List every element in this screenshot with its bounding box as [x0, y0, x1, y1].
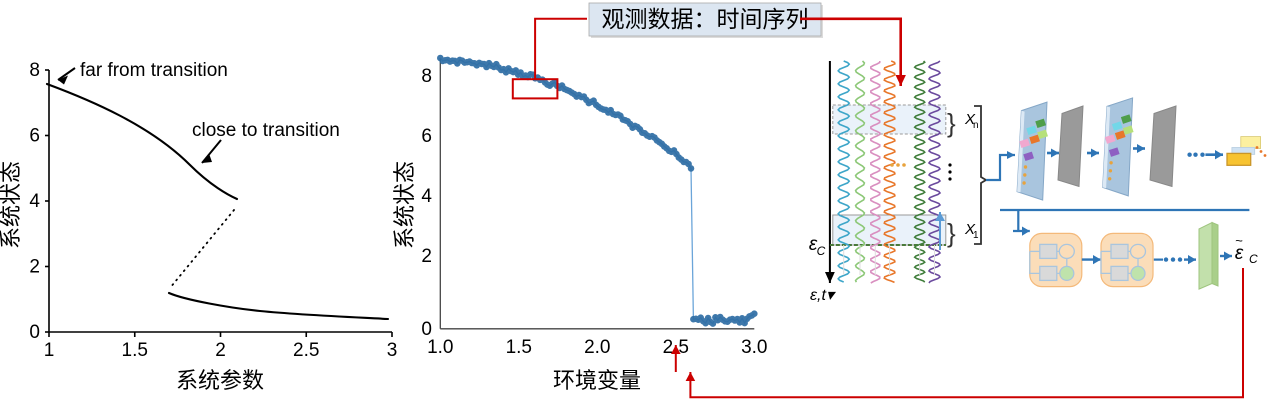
svg-text:3: 3 — [387, 340, 398, 361]
svg-text:2: 2 — [29, 257, 40, 278]
svg-text:2.0: 2.0 — [584, 337, 610, 358]
svg-text:8: 8 — [29, 60, 40, 81]
svg-text:C: C — [1249, 252, 1258, 266]
svg-text:1: 1 — [44, 340, 55, 361]
svg-text:系统参数: 系统参数 — [176, 368, 264, 393]
svg-text:系统状态: 系统状态 — [0, 161, 23, 249]
svg-text:2.5: 2.5 — [293, 340, 319, 361]
svg-text:close to transition: close to transition — [192, 120, 340, 141]
svg-text:1.0: 1.0 — [427, 337, 453, 358]
svg-text:}: } — [947, 108, 956, 138]
svg-text:ε,t▾: ε,t▾ — [810, 287, 837, 304]
svg-text:2: 2 — [215, 340, 226, 361]
svg-text:1.5: 1.5 — [506, 337, 532, 358]
svg-text:6: 6 — [421, 126, 432, 147]
svg-text:4: 4 — [29, 191, 40, 212]
svg-text:8: 8 — [421, 66, 432, 87]
svg-text:far from transition: far from transition — [80, 60, 228, 81]
svg-text:0: 0 — [29, 322, 40, 343]
svg-text:6: 6 — [29, 126, 40, 147]
svg-text:n: n — [973, 120, 979, 131]
svg-text:1.5: 1.5 — [122, 340, 148, 361]
svg-text:C: C — [817, 244, 826, 258]
svg-text:系统状态: 系统状态 — [392, 161, 417, 249]
svg-text:环境变量: 环境变量 — [553, 368, 641, 393]
svg-text:观测数据：时间序列: 观测数据：时间序列 — [602, 6, 809, 32]
svg-text:ε: ε — [1235, 243, 1244, 264]
svg-text:4: 4 — [421, 186, 432, 207]
svg-text:1: 1 — [973, 230, 979, 241]
svg-text:3.0: 3.0 — [741, 337, 767, 358]
svg-text:}: } — [947, 218, 956, 248]
svg-text:2: 2 — [421, 246, 432, 267]
